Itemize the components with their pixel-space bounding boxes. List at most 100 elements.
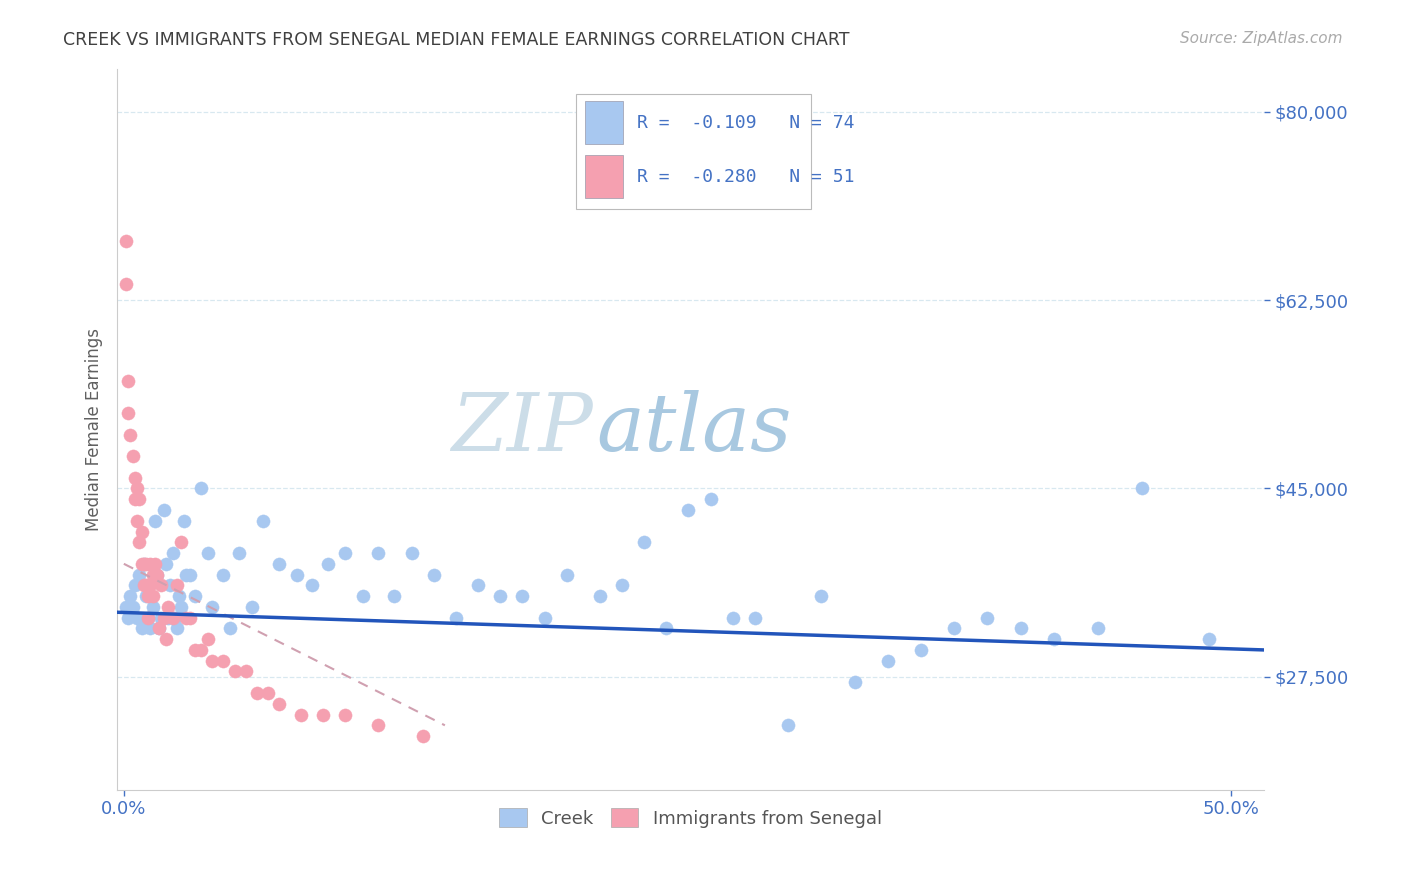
Point xyxy=(170,599,193,614)
Point xyxy=(633,535,655,549)
Point xyxy=(136,610,159,624)
Point xyxy=(128,535,150,549)
Point xyxy=(943,621,966,635)
Point xyxy=(143,557,166,571)
Point xyxy=(115,234,138,248)
Point xyxy=(121,449,143,463)
Point xyxy=(201,599,224,614)
Point xyxy=(367,546,389,560)
Y-axis label: Median Female Earnings: Median Female Earnings xyxy=(86,327,103,531)
Point xyxy=(212,654,235,668)
Point xyxy=(423,567,446,582)
Point xyxy=(1043,632,1066,647)
Point xyxy=(121,599,143,614)
Point xyxy=(159,578,181,592)
Point xyxy=(352,589,374,603)
Point xyxy=(124,578,146,592)
Point xyxy=(152,610,174,624)
Point xyxy=(512,589,534,603)
Point xyxy=(533,610,555,624)
Point xyxy=(285,567,308,582)
Point xyxy=(335,707,357,722)
Point xyxy=(197,632,219,647)
Point xyxy=(228,546,250,560)
Point xyxy=(589,589,612,603)
Text: CREEK VS IMMIGRANTS FROM SENEGAL MEDIAN FEMALE EARNINGS CORRELATION CHART: CREEK VS IMMIGRANTS FROM SENEGAL MEDIAN … xyxy=(63,31,849,49)
Point xyxy=(115,599,138,614)
Point xyxy=(316,557,339,571)
Point xyxy=(167,589,190,603)
Point xyxy=(976,610,998,624)
Point xyxy=(139,621,162,635)
Point xyxy=(335,546,357,560)
Point xyxy=(174,567,197,582)
Point xyxy=(142,589,165,603)
Point xyxy=(152,503,174,517)
Point xyxy=(444,610,467,624)
Point xyxy=(312,707,335,722)
Point xyxy=(132,557,155,571)
Point xyxy=(143,514,166,528)
Point xyxy=(166,621,188,635)
Point xyxy=(148,621,170,635)
Point xyxy=(367,718,389,732)
Text: Source: ZipAtlas.com: Source: ZipAtlas.com xyxy=(1180,31,1343,46)
Point xyxy=(136,589,159,603)
Point xyxy=(163,610,186,624)
Point xyxy=(146,567,169,582)
Point xyxy=(267,697,290,711)
Point xyxy=(401,546,423,560)
Point xyxy=(132,557,155,571)
Point xyxy=(183,643,205,657)
Point xyxy=(1198,632,1220,647)
Point xyxy=(146,567,169,582)
Point xyxy=(157,599,180,614)
Point xyxy=(139,557,162,571)
Point xyxy=(910,643,932,657)
Point xyxy=(876,654,898,668)
Point xyxy=(135,557,157,571)
Point xyxy=(139,578,162,592)
Text: R =  -0.280   N = 51: R = -0.280 N = 51 xyxy=(637,168,855,186)
Point xyxy=(240,599,263,614)
Point xyxy=(1130,482,1153,496)
Point xyxy=(142,567,165,582)
Point xyxy=(844,675,866,690)
Text: atlas: atlas xyxy=(596,391,792,468)
FancyBboxPatch shape xyxy=(585,101,623,145)
Point xyxy=(290,707,312,722)
Point xyxy=(224,665,246,679)
Point xyxy=(120,589,142,603)
Point xyxy=(157,610,180,624)
Point xyxy=(467,578,489,592)
Point xyxy=(120,427,142,442)
Point xyxy=(162,610,184,624)
Point xyxy=(131,557,153,571)
Legend: Creek, Immigrants from Senegal: Creek, Immigrants from Senegal xyxy=(492,801,889,835)
Point xyxy=(155,632,177,647)
Point xyxy=(148,621,170,635)
Point xyxy=(128,567,150,582)
Point xyxy=(778,718,800,732)
Point xyxy=(150,578,173,592)
Point xyxy=(124,471,146,485)
Point xyxy=(678,503,700,517)
Point xyxy=(166,578,188,592)
Point xyxy=(127,482,149,496)
Point xyxy=(135,589,157,603)
Point xyxy=(115,277,138,291)
Point xyxy=(173,514,195,528)
Point xyxy=(162,546,184,560)
Point xyxy=(179,567,201,582)
Point xyxy=(127,514,149,528)
Point xyxy=(1087,621,1109,635)
Point xyxy=(117,374,139,388)
Point xyxy=(135,578,157,592)
Point xyxy=(183,589,205,603)
Point xyxy=(489,589,512,603)
Point xyxy=(174,610,197,624)
Text: ZIP: ZIP xyxy=(451,391,593,468)
FancyBboxPatch shape xyxy=(585,155,623,198)
Point xyxy=(235,665,257,679)
Point xyxy=(555,567,578,582)
